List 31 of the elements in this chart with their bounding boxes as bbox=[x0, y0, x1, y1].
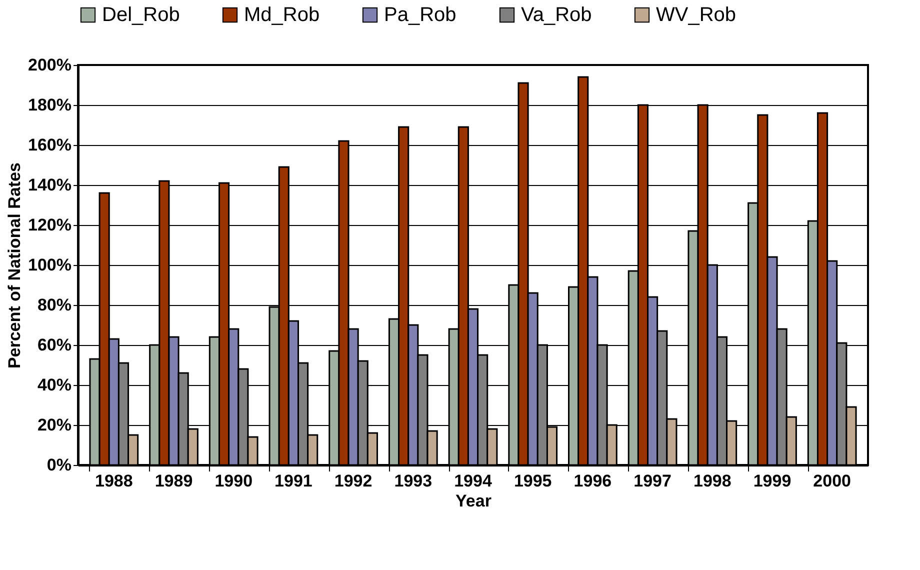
x-tick-label: 1994 bbox=[454, 472, 492, 490]
y-tick-label: 20% bbox=[37, 416, 72, 434]
legend-label: Md_Rob bbox=[244, 4, 320, 26]
legend-label: Del_Rob bbox=[102, 4, 180, 26]
x-axis-title: Year bbox=[456, 492, 492, 510]
x-tick-label: 1992 bbox=[334, 472, 372, 490]
y-axis-title: Percent of National Rates bbox=[5, 162, 24, 368]
x-tick-label: 1993 bbox=[394, 472, 432, 490]
x-tick-label: 1989 bbox=[154, 472, 193, 490]
x-tick-label: 1996 bbox=[574, 472, 612, 490]
y-tick-label: 80% bbox=[37, 296, 72, 314]
y-tick-label: 100% bbox=[28, 256, 72, 274]
x-tick-label: 2000 bbox=[813, 472, 852, 490]
x-tick-label: 1998 bbox=[693, 472, 732, 490]
x-tick-label: 1990 bbox=[214, 472, 253, 490]
y-tick-label: 140% bbox=[28, 176, 72, 194]
x-tick-label: 1999 bbox=[753, 472, 792, 490]
y-tick-label: 120% bbox=[28, 216, 72, 234]
y-tick-label: 60% bbox=[37, 336, 72, 354]
y-tick-label: 200% bbox=[28, 56, 72, 74]
y-tick-label: 40% bbox=[37, 376, 72, 394]
x-tick-label: 1997 bbox=[634, 472, 672, 490]
x-tick-label: 1995 bbox=[514, 472, 552, 490]
x-tick-label: 1988 bbox=[94, 472, 133, 490]
y-tick-label: 180% bbox=[28, 96, 72, 114]
legend-label: Va_Rob bbox=[521, 4, 592, 26]
y-tick-label: 0% bbox=[46, 456, 72, 474]
legend-label: WV_Rob bbox=[656, 4, 736, 26]
y-tick-label: 160% bbox=[28, 136, 72, 154]
x-tick-label: 1991 bbox=[274, 472, 312, 490]
legend-label: Pa_Rob bbox=[384, 4, 456, 26]
